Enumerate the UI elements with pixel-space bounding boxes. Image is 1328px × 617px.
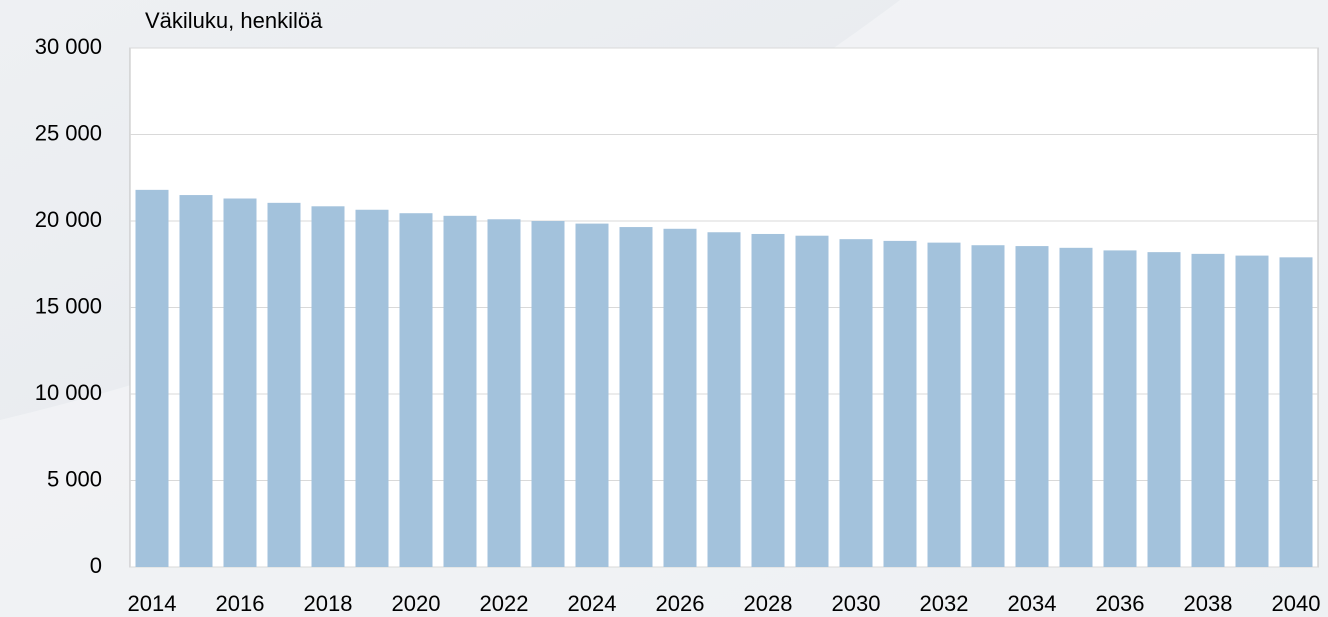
bar — [135, 189, 169, 568]
y-tick-label: 10 000 — [35, 380, 102, 405]
x-tick-label: 2024 — [568, 591, 617, 616]
bar — [1235, 255, 1269, 567]
bar — [179, 195, 213, 568]
bar — [751, 233, 785, 567]
y-tick-label: 15 000 — [35, 293, 102, 318]
bar — [707, 232, 741, 567]
bar — [927, 242, 961, 567]
bar — [575, 223, 609, 567]
x-tick-label: 2038 — [1184, 591, 1233, 616]
bar — [1191, 253, 1225, 567]
x-tick-label: 2034 — [1008, 591, 1057, 616]
bar — [267, 202, 301, 567]
bar — [663, 228, 697, 567]
y-tick-label: 0 — [90, 553, 102, 578]
x-tick-label: 2036 — [1096, 591, 1145, 616]
bar — [223, 198, 257, 567]
bar — [1279, 257, 1313, 567]
x-tick-label: 2014 — [128, 591, 177, 616]
x-tick-label: 2016 — [216, 591, 265, 616]
bar — [443, 215, 477, 567]
bar — [1103, 250, 1137, 567]
x-tick-label: 2020 — [392, 591, 441, 616]
bar — [355, 209, 389, 567]
x-tick-label: 2018 — [304, 591, 353, 616]
y-tick-label: 30 000 — [35, 34, 102, 59]
bar — [399, 213, 433, 567]
y-tick-label: 20 000 — [35, 207, 102, 232]
bar — [1147, 252, 1181, 567]
bar — [531, 221, 565, 567]
bar — [487, 219, 521, 567]
y-tick-label: 25 000 — [35, 120, 102, 145]
x-tick-label: 2026 — [656, 591, 705, 616]
bar — [883, 240, 917, 567]
x-tick-label: 2040 — [1272, 591, 1321, 616]
x-tick-label: 2022 — [480, 591, 529, 616]
bar — [619, 227, 653, 567]
chart-title: Väkiluku, henkilöä — [145, 8, 323, 33]
x-tick-label: 2028 — [744, 591, 793, 616]
bar — [311, 206, 345, 568]
x-tick-label: 2032 — [920, 591, 969, 616]
x-tick-label: 2030 — [832, 591, 881, 616]
bar — [1015, 246, 1049, 567]
bar — [795, 235, 829, 567]
bar — [1059, 247, 1093, 567]
bar — [839, 239, 873, 568]
bar — [971, 245, 1005, 567]
y-tick-label: 5 000 — [47, 466, 102, 491]
